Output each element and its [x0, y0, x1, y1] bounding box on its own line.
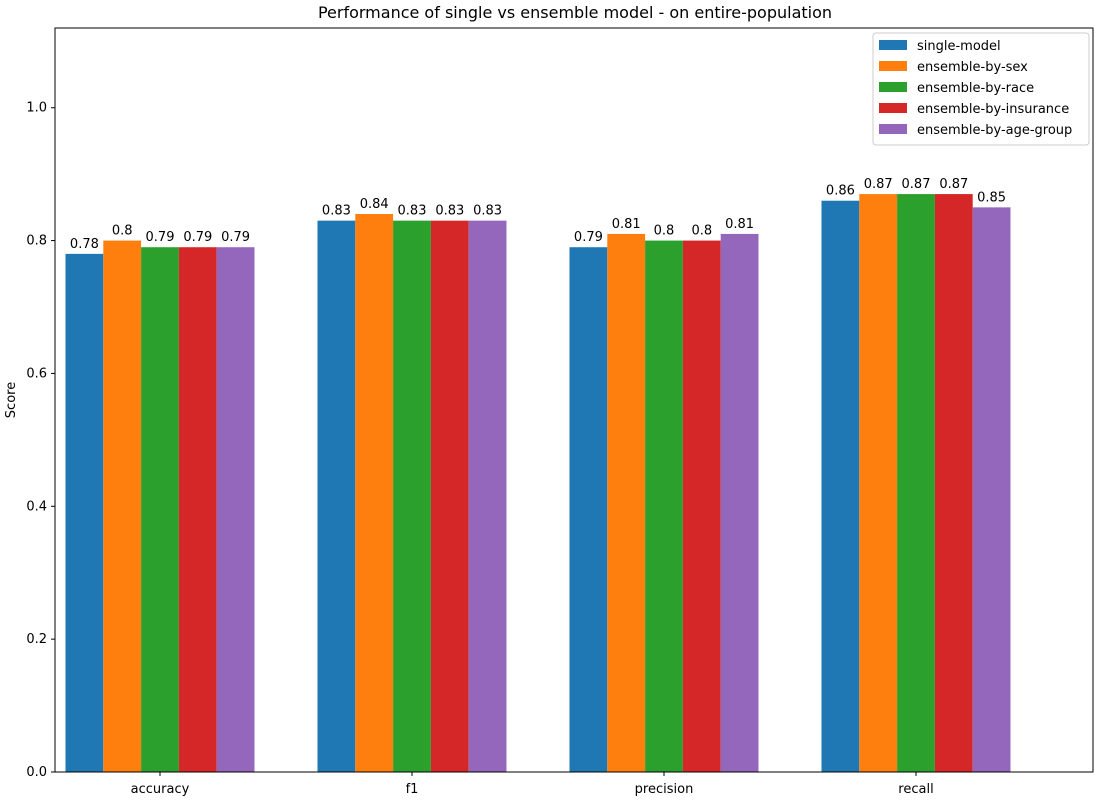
bar-value-label: 0.81 — [612, 217, 641, 232]
bar — [430, 220, 469, 773]
legend-swatch — [879, 103, 907, 113]
legend-label: ensemble-by-race — [917, 81, 1034, 96]
bar-value-label: 0.79 — [221, 230, 250, 245]
bar-value-label: 0.85 — [977, 190, 1006, 205]
legend-swatch — [879, 61, 907, 71]
legend-swatch — [879, 40, 907, 50]
bar — [682, 240, 721, 773]
legend-label: ensemble-by-age-group — [917, 123, 1072, 138]
bar-value-label: 0.8 — [691, 224, 712, 239]
legend-swatch — [879, 82, 907, 92]
x-tick-label: f1 — [406, 782, 419, 797]
bar-value-label: 0.87 — [902, 177, 931, 192]
bar — [821, 200, 860, 772]
bar — [393, 220, 431, 773]
bar — [934, 194, 973, 773]
legend-box — [872, 32, 1090, 146]
bar — [141, 247, 179, 772]
x-tick-label: accuracy — [131, 782, 190, 797]
y-tick-label: 1.0 — [26, 101, 47, 116]
bar-value-label: 0.83 — [435, 204, 464, 219]
bar-value-label: 0.79 — [183, 230, 212, 245]
bars — [65, 194, 1011, 773]
plot-frame — [54, 27, 1094, 773]
bar-labels: 0.78 0.83 0.79 0.86 0.8 0.84 0.81 0.87 0.79 0.83 0… — [70, 177, 1006, 252]
bar-value-label: 0.8 — [654, 224, 675, 239]
bar-value-label: 0.8 — [112, 224, 133, 239]
bar — [972, 207, 1011, 772]
bar-value-label: 0.83 — [398, 204, 427, 219]
bar — [355, 214, 394, 772]
axes: 0.0 0.2 0.4 0.6 0.8 1.0 accuracy f1 precision rec… — [26, 27, 1094, 797]
bar — [645, 240, 683, 773]
bar-value-label: 0.81 — [725, 217, 754, 232]
y-tick-label: 0.4 — [26, 499, 47, 514]
bar-value-label: 0.87 — [939, 177, 968, 192]
y-tick-label: 0.2 — [26, 632, 47, 647]
y-axis-label: Score — [4, 382, 19, 418]
legend-swatch — [879, 124, 907, 134]
bar — [103, 240, 142, 773]
y-tick-label: 0.8 — [26, 234, 47, 249]
bar — [720, 233, 759, 772]
bar-value-label: 0.79 — [146, 230, 175, 245]
bar — [216, 247, 255, 772]
bar-value-label: 0.83 — [473, 204, 502, 219]
bar — [607, 233, 646, 772]
bar-value-label: 0.83 — [322, 204, 351, 219]
bar-value-label: 0.86 — [826, 184, 855, 199]
y-tick-label: 0.0 — [26, 765, 47, 780]
legend-label: single-model — [917, 39, 1001, 54]
bar — [859, 194, 898, 773]
x-tick-label: recall — [898, 782, 933, 797]
legend-label: ensemble-by-insurance — [917, 102, 1069, 117]
bar — [897, 194, 935, 773]
bar — [317, 220, 356, 773]
chart-title: Performance of single vs ensemble model … — [318, 3, 832, 22]
bar — [569, 247, 608, 772]
bar-value-label: 0.87 — [864, 177, 893, 192]
x-tick-label: precision — [635, 782, 694, 797]
bar-value-label: 0.84 — [360, 197, 389, 212]
bar — [468, 220, 507, 773]
bar-value-label: 0.78 — [70, 237, 99, 252]
y-tick-label: 0.6 — [26, 366, 47, 381]
legend[interactable]: single-model ensemble-by-sex ensemble-by-r… — [872, 32, 1090, 146]
bar — [178, 247, 217, 772]
bar — [65, 253, 104, 772]
bar-value-label: 0.79 — [574, 230, 603, 245]
legend-label: ensemble-by-sex — [917, 60, 1028, 75]
